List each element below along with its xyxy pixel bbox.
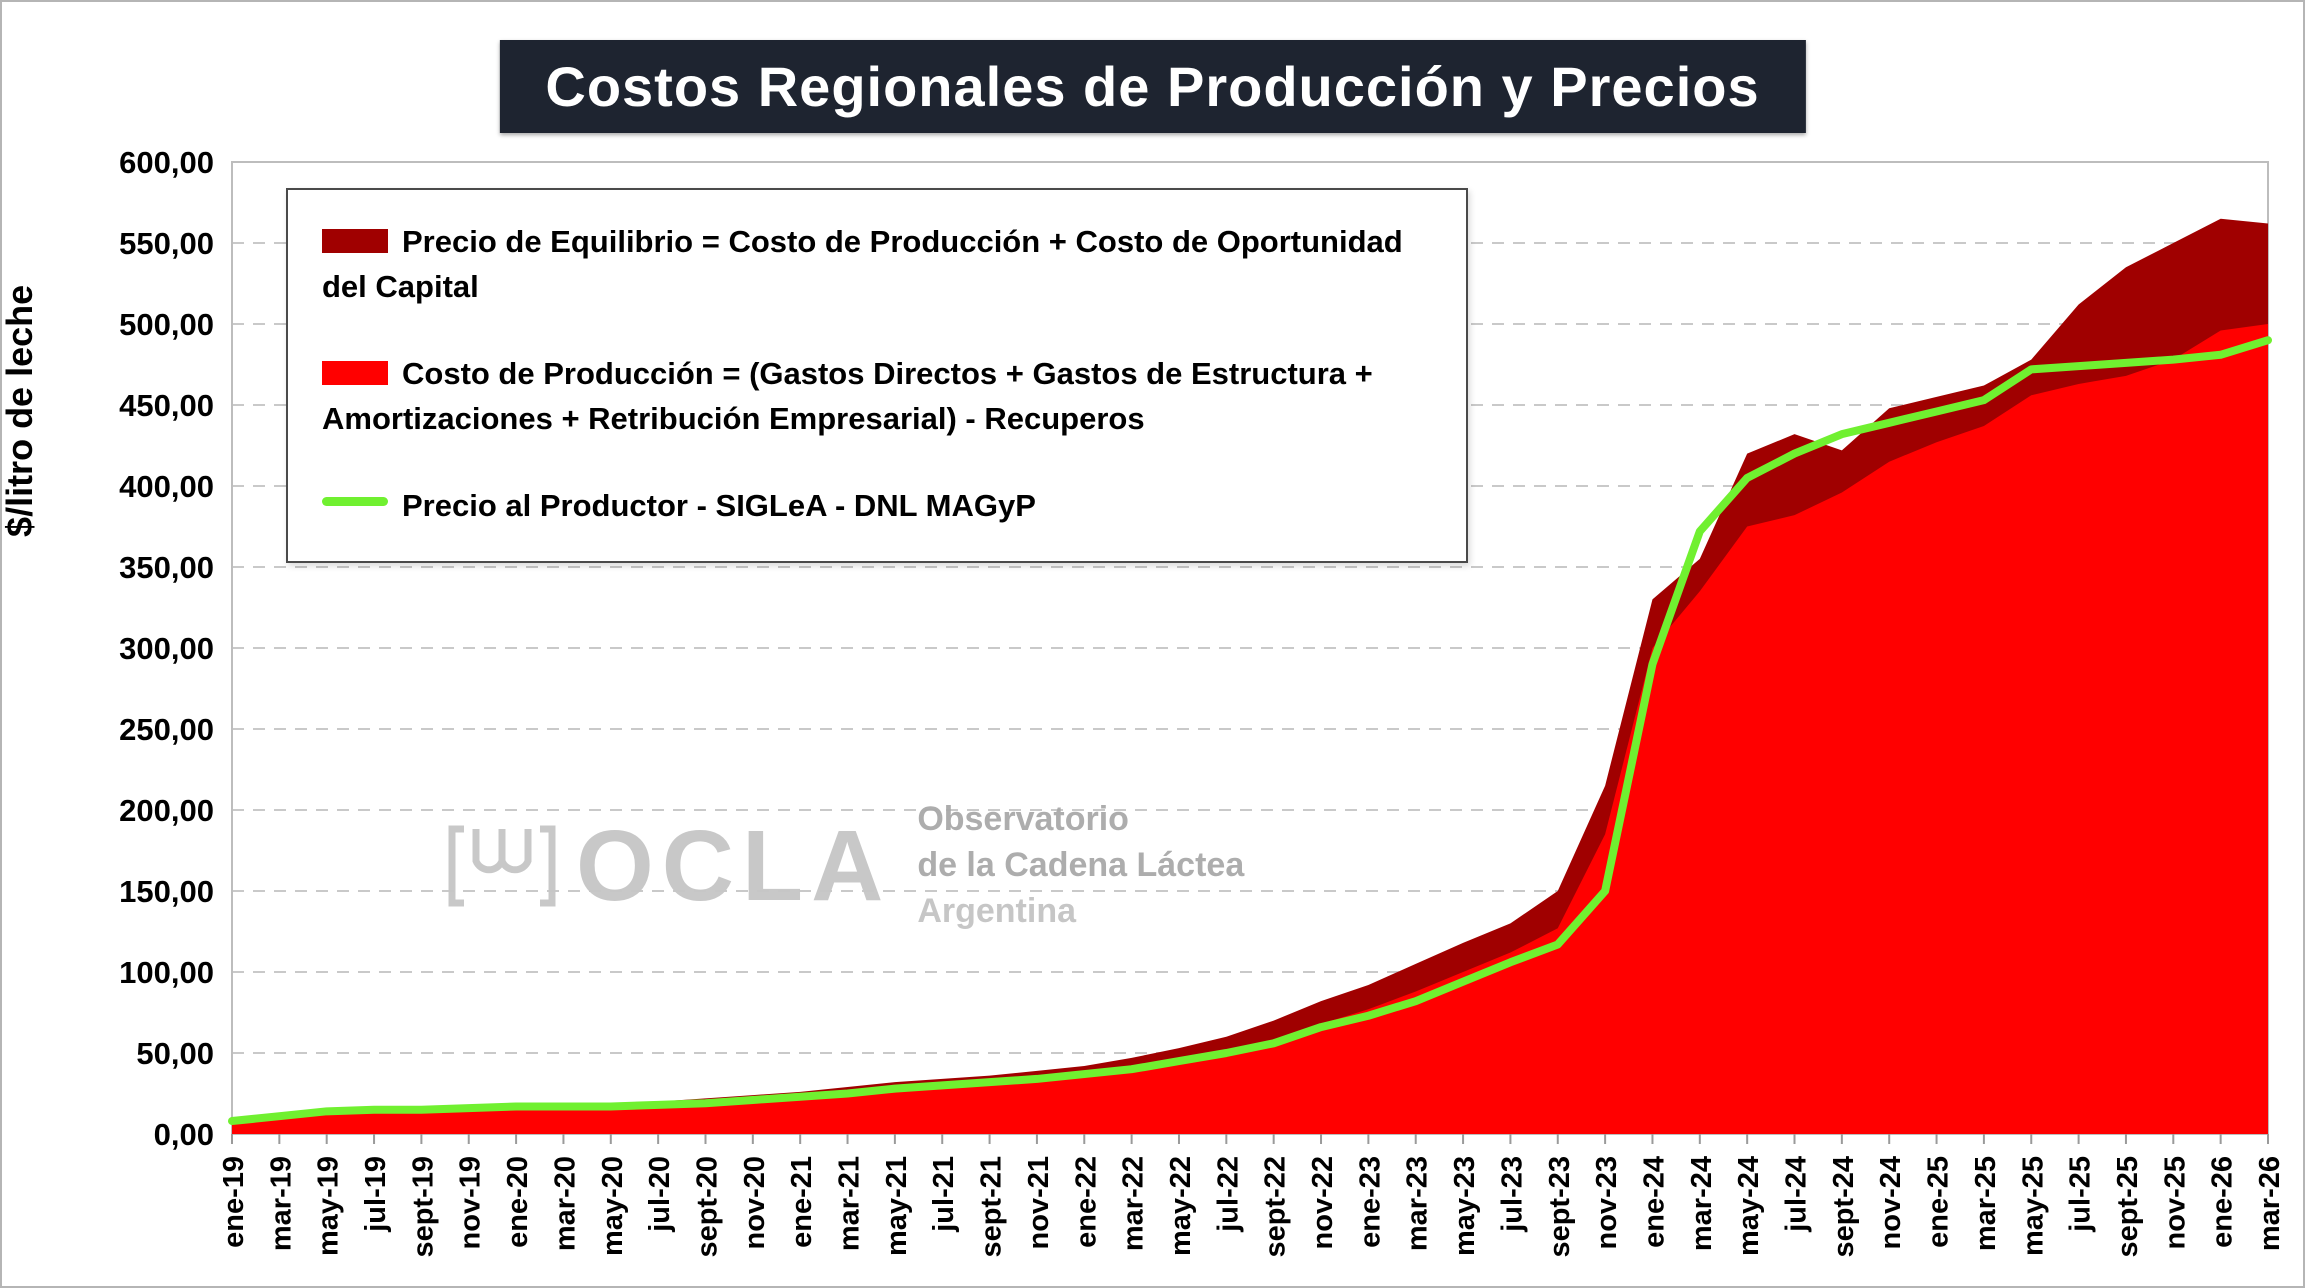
- svg-text:jul-21: jul-21: [928, 1156, 960, 1233]
- svg-text:mar-21: mar-21: [834, 1156, 866, 1251]
- svg-text:300,00: 300,00: [119, 631, 214, 666]
- svg-text:400,00: 400,00: [119, 469, 214, 504]
- svg-text:may-19: may-19: [313, 1156, 345, 1256]
- watermark-line2: de la Cadena Láctea: [917, 845, 1245, 884]
- svg-text:ene-19: ene-19: [218, 1156, 250, 1248]
- svg-text:150,00: 150,00: [119, 874, 214, 909]
- svg-text:200,00: 200,00: [119, 793, 214, 828]
- precio-line-swatch-icon: [322, 497, 388, 507]
- svg-text:nov-22: nov-22: [1307, 1156, 1339, 1249]
- svg-text:nov-25: nov-25: [2159, 1156, 2191, 1249]
- watermark-line3: Argentina: [917, 891, 1076, 930]
- legend-label: Precio de Equilibrio = Costo de Producci…: [322, 224, 1403, 304]
- svg-text:mar-20: mar-20: [549, 1156, 581, 1251]
- svg-text:sept-25: sept-25: [2112, 1156, 2144, 1258]
- svg-text:50,00: 50,00: [136, 1036, 214, 1071]
- chart-legend: Precio de Equilibrio = Costo de Producci…: [286, 188, 1468, 563]
- equilibrio-swatch-icon: [322, 228, 388, 253]
- svg-text:600,00: 600,00: [119, 145, 214, 180]
- svg-text:jul-20: jul-20: [644, 1156, 676, 1233]
- svg-text:550,00: 550,00: [119, 226, 214, 261]
- svg-text:jul-25: jul-25: [2065, 1156, 2097, 1233]
- svg-text:250,00: 250,00: [119, 712, 214, 747]
- svg-text:100,00: 100,00: [119, 955, 214, 990]
- svg-text:ene-23: ene-23: [1354, 1156, 1386, 1248]
- svg-text:500,00: 500,00: [119, 307, 214, 342]
- watermark: OCLA Observatorio de la Cadena Láctea Ar…: [442, 797, 1244, 935]
- svg-text:ene-21: ene-21: [786, 1156, 818, 1248]
- svg-text:ene-25: ene-25: [1923, 1156, 1955, 1248]
- legend-label: Costo de Producción = (Gastos Directos +…: [322, 355, 1373, 436]
- svg-text:sept-22: sept-22: [1260, 1156, 1292, 1258]
- ocla-logo-icon: [448, 825, 556, 907]
- svg-text:jul-24: jul-24: [1781, 1156, 1813, 1233]
- svg-text:may-24: may-24: [1733, 1156, 1765, 1256]
- y-axis-label: $/litro de leche: [0, 284, 40, 537]
- svg-text:may-22: may-22: [1165, 1156, 1197, 1256]
- svg-text:mar-25: mar-25: [1970, 1156, 2002, 1251]
- svg-text:mar-24: mar-24: [1686, 1156, 1718, 1251]
- legend-item-costo: Costo de Producción = (Gastos Directos +…: [322, 352, 1432, 442]
- svg-text:ene-24: ene-24: [1638, 1156, 1670, 1248]
- legend-item-equilibrio: Precio de Equilibrio = Costo de Producci…: [322, 220, 1432, 310]
- svg-text:0,00: 0,00: [154, 1117, 214, 1152]
- svg-text:mar-23: mar-23: [1402, 1156, 1434, 1251]
- svg-text:mar-19: mar-19: [265, 1156, 297, 1251]
- svg-text:nov-19: nov-19: [455, 1156, 487, 1249]
- svg-text:jul-22: jul-22: [1212, 1156, 1244, 1233]
- svg-text:sept-20: sept-20: [691, 1156, 723, 1258]
- svg-text:mar-26: mar-26: [2254, 1156, 2286, 1251]
- svg-text:nov-23: nov-23: [1591, 1156, 1623, 1249]
- legend-label: Precio al Productor - SIGLeA - DNL MAGyP: [402, 487, 1036, 523]
- chart-title: Costos Regionales de Producción y Precio…: [499, 40, 1806, 133]
- svg-text:350,00: 350,00: [119, 550, 214, 585]
- svg-text:jul-19: jul-19: [360, 1156, 392, 1233]
- svg-text:450,00: 450,00: [119, 388, 214, 423]
- svg-text:ene-26: ene-26: [2207, 1156, 2239, 1248]
- svg-text:sept-23: sept-23: [1544, 1156, 1576, 1258]
- svg-text:mar-22: mar-22: [1118, 1156, 1150, 1251]
- svg-text:may-20: may-20: [597, 1156, 629, 1256]
- watermark-line1: Observatorio: [917, 800, 1129, 838]
- watermark-subtitle: Observatorio de la Cadena Láctea Argenti…: [917, 797, 1244, 935]
- svg-text:ene-20: ene-20: [502, 1156, 534, 1248]
- svg-text:may-21: may-21: [881, 1156, 913, 1256]
- svg-text:sept-19: sept-19: [407, 1156, 439, 1258]
- svg-text:ene-22: ene-22: [1070, 1156, 1102, 1248]
- svg-text:jul-23: jul-23: [1496, 1156, 1528, 1233]
- svg-text:sept-24: sept-24: [1828, 1156, 1860, 1258]
- svg-text:sept-21: sept-21: [976, 1156, 1008, 1258]
- costo-swatch-icon: [322, 360, 388, 385]
- svg-text:may-25: may-25: [2017, 1156, 2049, 1256]
- svg-text:nov-24: nov-24: [1875, 1156, 1907, 1249]
- svg-text:nov-21: nov-21: [1023, 1156, 1055, 1249]
- legend-item-precio: Precio al Productor - SIGLeA - DNL MAGyP: [322, 484, 1432, 529]
- svg-text:nov-20: nov-20: [739, 1156, 771, 1249]
- watermark-logo-text: OCLA: [576, 809, 892, 922]
- svg-text:may-23: may-23: [1449, 1156, 1481, 1256]
